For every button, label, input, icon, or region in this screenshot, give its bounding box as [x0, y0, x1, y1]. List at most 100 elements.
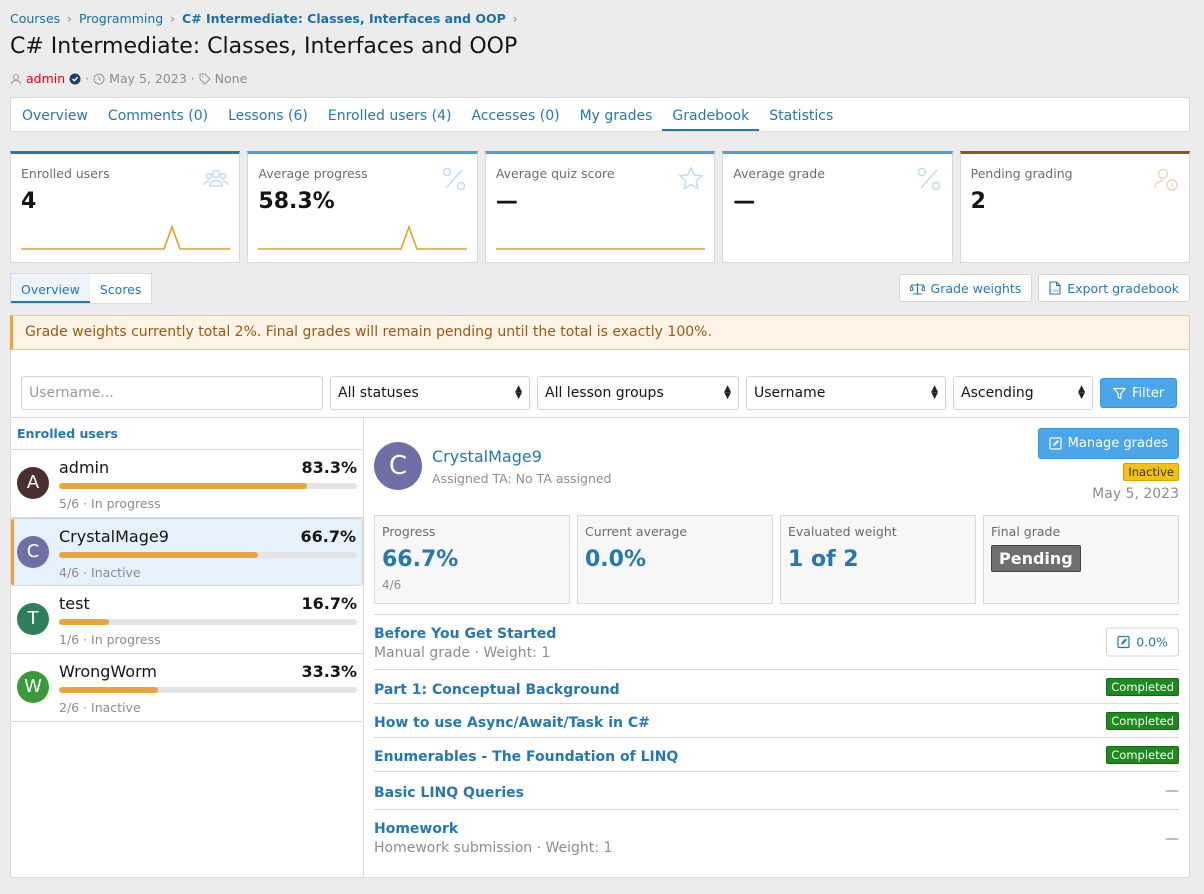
user-row-admin[interactable]: A admin 83.3% 5/6 · In progress	[11, 450, 363, 518]
lesson-title[interactable]: Basic LINQ Queries	[374, 785, 524, 801]
lesson-row: Homework Homework submission · Weight: 1…	[374, 810, 1179, 868]
main-tabs: Overview Comments (0) Lessons (6) Enroll…	[10, 97, 1190, 132]
sparkline	[495, 248, 705, 250]
scale-icon	[909, 282, 925, 295]
detail-assigned-ta: Assigned TA: No TA assigned	[432, 471, 612, 486]
page-title: C# Intermediate: Classes, Interfaces and…	[10, 34, 518, 59]
grade-weights-warning: Grade weights currently total 2%. Final …	[10, 315, 1190, 350]
stat-progress: Progress 66.7% 4/6	[374, 515, 570, 604]
card-label: Average progress	[258, 166, 368, 181]
lesson-title[interactable]: Before You Get Started	[374, 626, 557, 642]
page-date: May 5, 2023	[109, 71, 187, 86]
grade-value: 0.0%	[1136, 634, 1168, 650]
grade-weights-button[interactable]: Grade weights	[898, 274, 1033, 302]
users-icon	[204, 169, 229, 187]
lesson-row: Enumerables - The Foundation of LINQ Com…	[374, 738, 1179, 772]
select-arrows-icon: ▲ ▼	[515, 384, 522, 401]
stat-value: 66.7%	[382, 547, 459, 572]
select-arrows-icon: ▲ ▼	[1078, 384, 1085, 401]
card-value: 2	[970, 189, 986, 214]
user-percent: 66.7%	[300, 527, 356, 546]
avatar: C	[17, 536, 49, 568]
card-label: Average grade	[733, 166, 825, 181]
lesson-group-select[interactable]: All lesson groups ▲ ▼	[537, 376, 739, 410]
user-row-wrongworm[interactable]: W WrongWorm 33.3% 2/6 · Inactive	[11, 654, 363, 722]
select-arrows-icon: ▲ ▼	[724, 384, 731, 401]
username-input[interactable]	[21, 376, 323, 410]
tab-my-grades[interactable]: My grades	[579, 108, 653, 124]
card-label: Pending grading	[970, 166, 1073, 181]
sort-field-select[interactable]: Username ▲ ▼	[746, 376, 946, 410]
manage-grades-label: Manage grades	[1067, 436, 1168, 451]
edit-grade-button[interactable]: 0.0%	[1106, 627, 1179, 657]
stat-label: Current average	[585, 524, 688, 539]
filter-icon	[1113, 387, 1126, 400]
export-gradebook-button[interactable]: CSV Export gradebook	[1038, 274, 1190, 302]
gradebook-subtabs: Overview Scores	[10, 273, 153, 304]
user-status: 2/6 · Inactive	[59, 700, 141, 715]
user-row-test[interactable]: T test 16.7% 1/6 · In progress	[11, 586, 363, 654]
lesson-row: Before You Get Started Manual grade · We…	[374, 615, 1179, 670]
tab-overview[interactable]: Overview	[22, 108, 88, 124]
lesson-title[interactable]: Homework	[374, 821, 459, 837]
sort-order-select[interactable]: Ascending ▲ ▼	[953, 376, 1093, 410]
breadcrumb-courses[interactable]: Courses	[10, 11, 61, 26]
edit-icon	[1117, 635, 1130, 649]
stat-evaluated-weight: Evaluated weight 1 of 2	[780, 515, 976, 604]
card-enrolled-users: Enrolled users 4	[10, 151, 241, 263]
user-name: WrongWorm	[59, 662, 157, 681]
chevron-right-icon: ›	[67, 11, 72, 26]
status-select[interactable]: All statuses ▲ ▼	[330, 376, 530, 410]
lesson-row: Basic LINQ Queries —	[374, 772, 1179, 810]
avatar: W	[17, 671, 49, 703]
card-value: —	[733, 189, 756, 214]
no-grade-dash: —	[1165, 782, 1179, 799]
tab-enrolled-users[interactable]: Enrolled users (4)	[327, 108, 452, 124]
user-percent: 16.7%	[301, 594, 357, 613]
tab-statistics[interactable]: Statistics	[769, 108, 834, 124]
detail-date: May 5, 2023	[1092, 486, 1179, 502]
progress-bar	[59, 619, 357, 625]
tab-comments[interactable]: Comments (0)	[107, 108, 209, 124]
breadcrumb-programming[interactable]: Programming	[78, 11, 164, 26]
status-badge: Inactive	[1123, 463, 1179, 481]
chevron-right-icon: ›	[170, 11, 176, 26]
progress-fill	[59, 687, 159, 693]
tab-gradebook[interactable]: Gradebook	[662, 98, 760, 131]
subtab-scores[interactable]: Scores	[99, 282, 142, 297]
lesson-title[interactable]: Enumerables - The Foundation of LINQ	[374, 749, 679, 765]
tab-accesses[interactable]: Accesses (0)	[471, 108, 560, 124]
subtab-overview[interactable]: Overview	[11, 274, 90, 303]
lesson-title[interactable]: How to use Async/Await/Task in C#	[374, 715, 650, 731]
clock-icon	[93, 73, 105, 84]
breadcrumb-current[interactable]: C# Intermediate: Classes, Interfaces and…	[182, 11, 506, 26]
detail-user-name[interactable]: CrystalMage9	[432, 447, 542, 466]
user-status: 4/6 · Inactive	[59, 565, 141, 580]
status-select-value: All statuses	[338, 385, 419, 401]
filter-bar: All statuses ▲▼ All lesson groups ▲▼ Use…	[21, 376, 1178, 410]
chevron-right-icon: ›	[512, 11, 518, 26]
lesson-row: How to use Async/Await/Task in C# Comple…	[374, 704, 1179, 738]
author-link[interactable]: admin	[26, 71, 66, 86]
star-icon	[678, 166, 704, 190]
lesson-title[interactable]: Part 1: Conceptual Background	[374, 682, 620, 698]
user-percent: 33.3%	[301, 662, 357, 681]
manage-grades-button[interactable]: Manage grades	[1037, 428, 1179, 459]
user-detail: C CrystalMage9 Assigned TA: No TA assign…	[364, 417, 1189, 878]
progress-bar	[59, 483, 357, 489]
export-gradebook-label: Export gradebook	[1067, 280, 1179, 296]
stat-label: Evaluated weight	[788, 524, 897, 539]
user-row-crystalmage9[interactable]: C CrystalMage9 66.7% 4/6 · Inactive	[11, 518, 363, 586]
filter-button-label: Filter	[1132, 385, 1165, 401]
grade-weights-label: Grade weights	[930, 280, 1022, 296]
page-tags: None	[214, 71, 248, 86]
lesson-group-select-value: All lesson groups	[545, 385, 664, 401]
lesson-sub: Homework submission · Weight: 1	[374, 840, 613, 856]
lesson-sub: Manual grade · Weight: 1	[374, 645, 551, 661]
progress-fill	[59, 619, 109, 625]
card-value: 58.3%	[258, 189, 335, 214]
tab-lessons[interactable]: Lessons (6)	[228, 108, 308, 124]
card-pending-grading: Pending grading 2	[959, 151, 1191, 263]
filter-button[interactable]: Filter	[1100, 378, 1178, 408]
percent-icon	[917, 167, 940, 191]
